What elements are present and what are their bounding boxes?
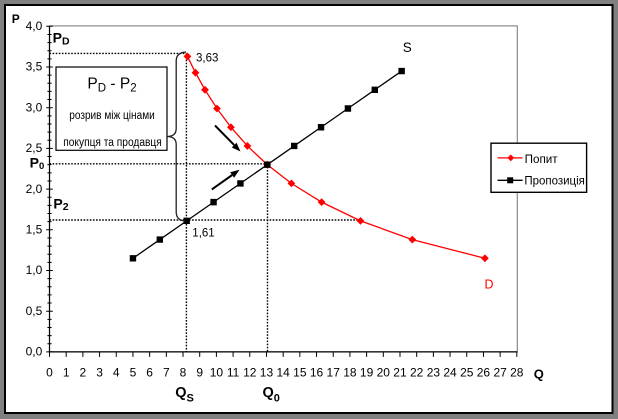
svg-text:1,5: 1,5	[26, 223, 43, 237]
svg-text:3,0: 3,0	[26, 100, 43, 114]
svg-text:16: 16	[310, 366, 324, 380]
svg-text:25: 25	[460, 366, 474, 380]
svg-text:22: 22	[410, 366, 424, 380]
svg-text:20: 20	[377, 366, 391, 380]
svg-text:Попит: Попит	[525, 152, 558, 166]
svg-text:8: 8	[180, 366, 187, 380]
svg-text:28: 28	[510, 366, 524, 380]
svg-text:17: 17	[327, 366, 341, 380]
svg-text:15: 15	[293, 366, 307, 380]
svg-text:P: P	[12, 12, 20, 26]
svg-text:24: 24	[443, 366, 457, 380]
svg-text:11: 11	[227, 366, 240, 380]
svg-text:7: 7	[163, 366, 170, 380]
svg-text:Q: Q	[534, 366, 544, 381]
svg-text:PD - P2: PD - P2	[87, 76, 136, 95]
svg-text:26: 26	[477, 366, 491, 380]
svg-text:0: 0	[46, 366, 53, 380]
svg-text:5: 5	[130, 366, 137, 380]
svg-text:0,5: 0,5	[26, 304, 43, 318]
svg-text:2,0: 2,0	[26, 182, 43, 196]
svg-text:27: 27	[493, 366, 507, 380]
svg-text:3,5: 3,5	[26, 60, 43, 74]
svg-text:S: S	[403, 40, 412, 55]
svg-text:1,0: 1,0	[26, 263, 43, 277]
svg-text:0,0: 0,0	[26, 345, 43, 359]
svg-text:14: 14	[276, 366, 290, 380]
svg-text:3: 3	[96, 366, 103, 380]
svg-text:4,0: 4,0	[26, 19, 43, 33]
svg-text:13: 13	[260, 366, 274, 380]
svg-text:1: 1	[63, 366, 70, 380]
svg-text:покупця та продавця: покупця та продавця	[63, 137, 162, 149]
svg-text:4: 4	[113, 366, 120, 380]
svg-text:23: 23	[427, 366, 441, 380]
svg-text:Пропозиція: Пропозиція	[524, 173, 585, 187]
svg-text:2: 2	[80, 366, 87, 380]
svg-text:D: D	[485, 277, 494, 291]
svg-text:3,63: 3,63	[196, 52, 218, 64]
svg-text:1,61: 1,61	[192, 227, 214, 239]
svg-text:2,5: 2,5	[26, 141, 43, 155]
svg-text:18: 18	[343, 366, 357, 380]
svg-text:6: 6	[146, 366, 153, 380]
svg-text:9: 9	[196, 366, 203, 380]
svg-text:розрив між цінами: розрив між цінами	[69, 110, 155, 122]
svg-text:19: 19	[360, 366, 374, 380]
svg-text:21: 21	[393, 366, 407, 380]
svg-text:12: 12	[243, 366, 257, 380]
svg-text:10: 10	[210, 366, 224, 380]
